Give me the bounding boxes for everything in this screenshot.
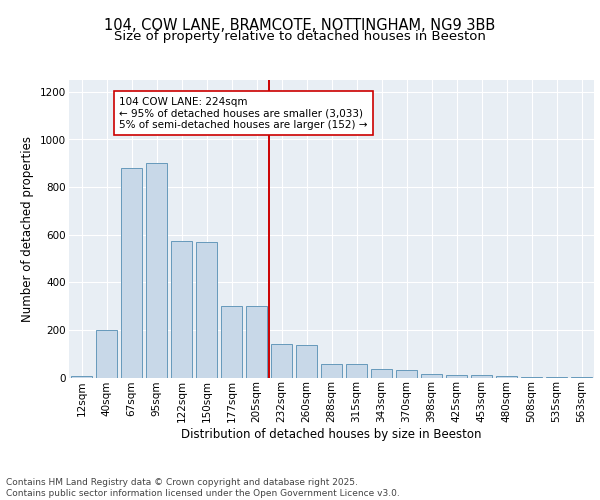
Bar [246, 306, 267, 378]
Text: Contains HM Land Registry data © Crown copyright and database right 2025.
Contai: Contains HM Land Registry data © Crown c… [6, 478, 400, 498]
Text: 104 COW LANE: 224sqm
← 95% of detached houses are smaller (3,033)
5% of semi-det: 104 COW LANE: 224sqm ← 95% of detached h… [119, 96, 367, 130]
Bar [471, 374, 492, 378]
Y-axis label: Number of detached properties: Number of detached properties [22, 136, 34, 322]
X-axis label: Distribution of detached houses by size in Beeston: Distribution of detached houses by size … [181, 428, 482, 441]
Bar [296, 346, 317, 378]
Bar [171, 240, 192, 378]
Bar [396, 370, 417, 378]
Text: Size of property relative to detached houses in Beeston: Size of property relative to detached ho… [114, 30, 486, 43]
Text: 104, COW LANE, BRAMCOTE, NOTTINGHAM, NG9 3BB: 104, COW LANE, BRAMCOTE, NOTTINGHAM, NG9… [104, 18, 496, 32]
Bar [421, 374, 442, 378]
Bar [71, 376, 92, 378]
Bar [121, 168, 142, 378]
Bar [346, 364, 367, 378]
Bar [96, 330, 117, 378]
Bar [221, 306, 242, 378]
Bar [371, 369, 392, 378]
Bar [146, 164, 167, 378]
Bar [496, 376, 517, 378]
Bar [196, 242, 217, 378]
Bar [321, 364, 342, 378]
Bar [271, 344, 292, 378]
Bar [446, 374, 467, 378]
